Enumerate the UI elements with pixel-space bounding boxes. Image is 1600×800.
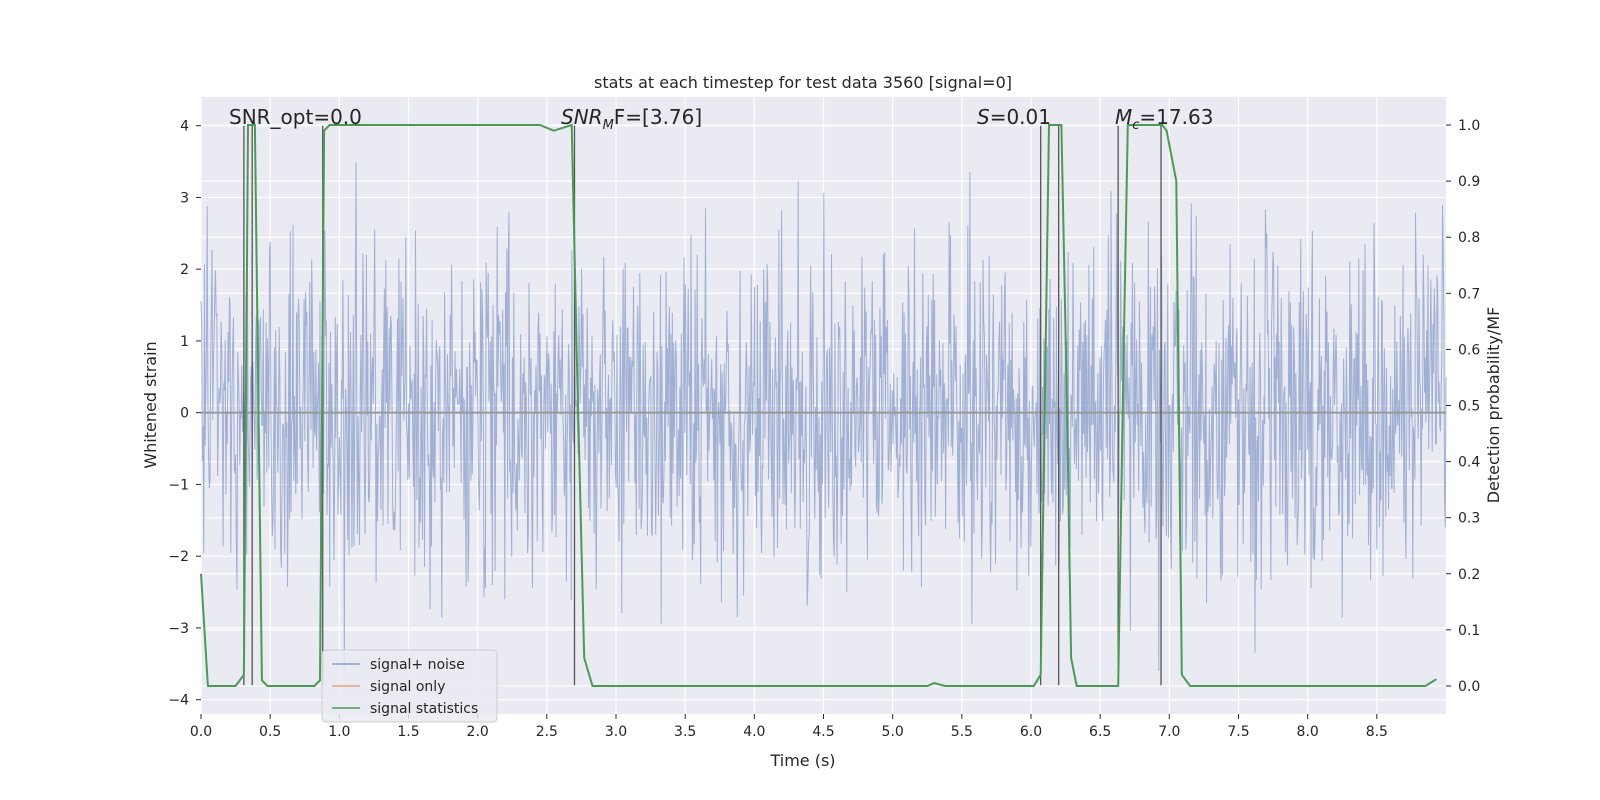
- x-tick-label: 1.0: [328, 724, 350, 740]
- y2-tick-label: 0.2: [1458, 567, 1480, 583]
- x-tick-label: 6.0: [1020, 724, 1042, 740]
- chart-title: stats at each timestep for test data 356…: [594, 73, 1012, 92]
- x-tick-label: 0.5: [259, 724, 281, 740]
- x-tick-label: 1.5: [397, 724, 419, 740]
- y-axis-label: Whitened strain: [141, 341, 160, 468]
- x-tick-label: 2.5: [536, 724, 558, 740]
- y-tick-label: 0: [180, 406, 189, 422]
- legend-label-signal: signal only: [370, 679, 445, 695]
- annotation-snr-opt: SNR_opt=0.0: [229, 105, 362, 129]
- y2-tick-label: 1.0: [1458, 118, 1480, 134]
- x-tick-label: 6.5: [1089, 724, 1111, 740]
- y2-tick-label: 0.8: [1458, 230, 1480, 246]
- x-tick-label: 7.5: [1227, 724, 1249, 740]
- x-tick-label: 4.0: [743, 724, 765, 740]
- y2-axis-label: Detection probability/MF: [1484, 307, 1503, 504]
- noise-series: [200, 162, 1447, 672]
- noise-trace: [200, 162, 1447, 672]
- y2-tick-label: 0.6: [1458, 342, 1480, 358]
- y2-axis-ticks: 0.0 0.1 0.2 0.3 0.4 0.5 0.6 0.7 0.8 0.9 1.0: [1446, 118, 1480, 695]
- y-tick-label: 3: [180, 190, 189, 206]
- y-tick-label: 4: [180, 119, 189, 135]
- annotation-mc: Mc=17.63: [1115, 105, 1213, 133]
- annotation-snr-mf: SNRMF=[3.76]: [561, 105, 702, 133]
- statistics-series: [200, 123, 1437, 687]
- x-tick-label: 7.0: [1158, 724, 1180, 740]
- x-tick-label: 0.0: [190, 724, 212, 740]
- y-axis-ticks: −4 −3 −2 −1 0 1 2 3 4: [168, 119, 201, 709]
- legend-box: [321, 649, 498, 723]
- y-tick-label: 1: [180, 334, 189, 350]
- x-tick-label: 5.0: [882, 724, 904, 740]
- x-tick-label: 8.0: [1297, 724, 1319, 740]
- legend-label-noise: signal+ noise: [370, 657, 465, 673]
- y2-tick-label: 0.9: [1458, 174, 1480, 190]
- y-tick-label: −3: [168, 621, 189, 637]
- x-tick-label: 4.5: [812, 724, 834, 740]
- x-tick-label: 2.0: [467, 724, 489, 740]
- y-tick-label: −4: [168, 693, 189, 709]
- y2-tick-label: 0.5: [1458, 399, 1480, 415]
- y2-tick-label: 0.0: [1458, 679, 1480, 695]
- y-tick-label: 2: [180, 262, 189, 278]
- y2-tick-label: 0.1: [1458, 623, 1480, 639]
- x-axis-label: Time (s): [769, 751, 835, 770]
- y2-tick-label: 0.4: [1458, 455, 1480, 471]
- y-tick-label: −2: [168, 549, 189, 565]
- x-tick-label: 3.0: [605, 724, 627, 740]
- annotation-s: S=0.01: [977, 105, 1051, 129]
- y-tick-label: −1: [168, 477, 189, 493]
- y2-tick-label: 0.7: [1458, 286, 1480, 302]
- legend: signal+ noise signal only signal statist…: [321, 649, 498, 723]
- x-tick-label: 5.5: [951, 724, 973, 740]
- x-axis-ticks: 0.0 0.5 1.0 1.5 2.0 2.5 3.0 3.5 4.0 4.5 5.0 5.5 6.0 6…: [190, 714, 1388, 740]
- x-tick-label: 8.5: [1366, 724, 1388, 740]
- y2-tick-label: 0.3: [1458, 511, 1480, 527]
- x-tick-label: 3.5: [674, 724, 696, 740]
- statistics-line: [200, 123, 1437, 687]
- legend-label-statistics: signal statistics: [370, 701, 478, 717]
